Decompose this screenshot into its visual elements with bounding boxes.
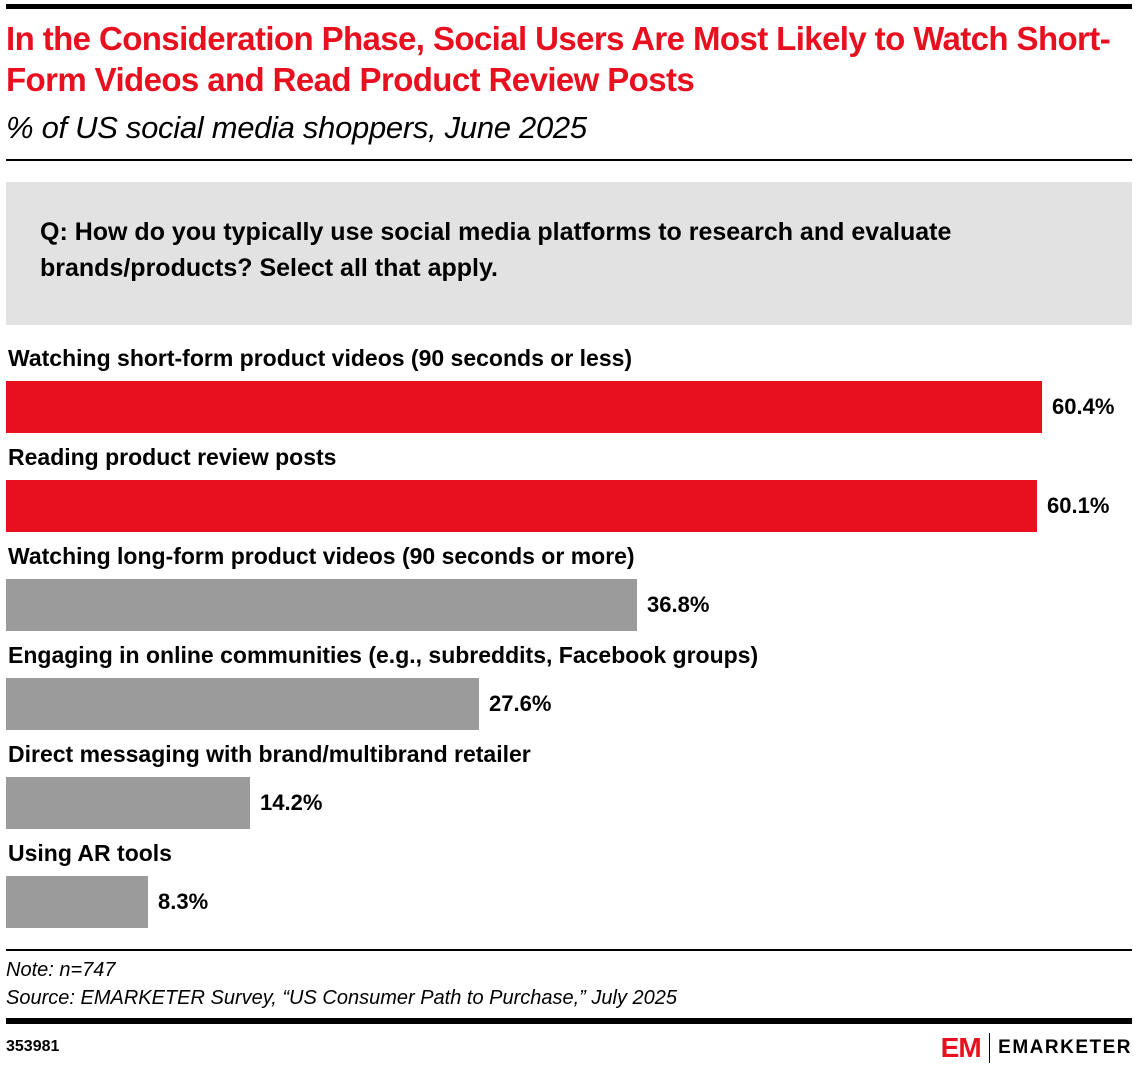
category-label: Watching short-form product videos (90 s… [8, 345, 633, 371]
category-label: Direct messaging with brand/multibrand r… [8, 741, 531, 767]
category-label: Engaging in online communities (e.g., su… [8, 642, 759, 668]
source: Source: EMARKETER Survey, “US Consumer P… [6, 987, 678, 1009]
category-label: Reading product review posts [8, 444, 337, 470]
bottom-rule [6, 1018, 1132, 1024]
logo-divider [988, 1033, 991, 1063]
header-rule [6, 159, 1132, 161]
survey-question: Q: How do you typically use social media… [6, 182, 1132, 325]
chart-id: 353981 [6, 1038, 60, 1055]
logo-text: EMARKETER [998, 1037, 1132, 1058]
bar [6, 876, 148, 928]
top-rule [6, 4, 1132, 9]
bar [6, 777, 250, 829]
chart-subtitle: % of US social media shoppers, June 2025 [6, 110, 587, 145]
bar [6, 579, 637, 631]
logo-mark-icon: EM [940, 1032, 982, 1063]
value-label: 36.8% [647, 592, 710, 617]
chart-title: In the Consideration Phase, Social Users… [6, 20, 1111, 98]
value-label: 27.6% [489, 691, 552, 716]
value-label: 14.2% [260, 790, 323, 815]
bar [6, 381, 1042, 433]
category-label: Watching long-form product videos (90 se… [8, 543, 635, 569]
value-label: 60.4% [1052, 394, 1115, 419]
emarketer-logo: EM EMARKETER [941, 1032, 1132, 1064]
footer-rule [6, 949, 1132, 951]
value-label: 60.1% [1047, 493, 1110, 518]
bar [6, 480, 1037, 532]
category-label: Using AR tools [8, 840, 172, 866]
bar [6, 678, 479, 730]
value-label: 8.3% [158, 889, 209, 914]
note: Note: n=747 [6, 959, 116, 981]
